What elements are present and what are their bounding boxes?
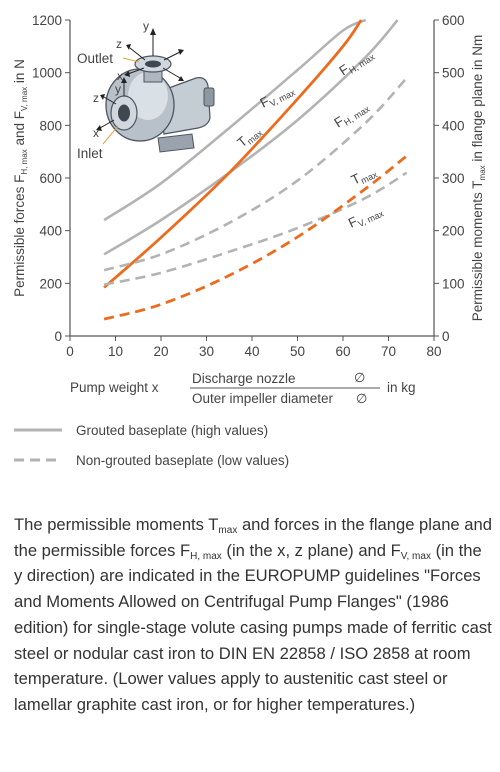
y-axis-left-title: Permissible forces FH, max and FV, max i… (12, 59, 29, 297)
outlet-z-label: z (116, 37, 122, 51)
outlet-x-label: x (117, 69, 123, 83)
outlet-y-arrowhead (150, 28, 156, 35)
legend-non-grouted-label: Non-grouted baseplate (low values) (76, 453, 289, 468)
series-label-f-h-max-non-grouted: FH, max (331, 98, 372, 133)
inlet-z-label: z (93, 91, 99, 105)
y-right-tick-label: 100 (442, 276, 465, 291)
x-axis-title-denominator-symbol: ∅ (356, 391, 367, 406)
y-left-tick-label: 200 (39, 276, 62, 291)
y-axis-right-title: Permissible moments Tmax in flange plane… (470, 35, 487, 322)
legend-grouted-label: Grouted baseplate (high values) (76, 423, 268, 438)
caption-part-1: The permissible moments T (14, 515, 219, 534)
y-left-tick-label: 1200 (32, 13, 62, 28)
outlet-z-arrow-back (162, 67, 181, 79)
x-tick-label: 0 (66, 344, 74, 359)
y-right-tick-label: 200 (442, 224, 465, 239)
outlet-x-arrow (127, 67, 145, 75)
caption-part-4: (in the y direction) are indicated in th… (14, 540, 492, 714)
inlet-y-arrowhead (121, 77, 127, 83)
y-left-tick-label: 0 (54, 329, 62, 344)
y-right-tick-label: 300 (442, 171, 465, 186)
outlet-z-arrow (129, 47, 146, 61)
x-tick-label: 40 (244, 344, 259, 359)
x-tick-label: 10 (108, 344, 123, 359)
series-label-f-v-max-non-grouted: FV, max (346, 202, 386, 233)
legend: Grouted baseplate (high values) Non-grou… (14, 423, 289, 468)
inlet-y-label: y (115, 82, 121, 96)
caption: The permissible moments Tmax and forces … (14, 512, 492, 718)
series-line-f-h-max-grouted (103, 19, 399, 256)
inlet-callout-line (102, 125, 119, 145)
caption-part-3: (in the x, z plane) and F (221, 540, 401, 560)
y-left-tick-label: 600 (39, 171, 62, 186)
x-tick-label: 50 (290, 344, 305, 359)
y-right-tick-label: 600 (442, 13, 465, 28)
series-layer (103, 18, 408, 321)
chart: 0 10 20 30 40 50 60 70 8002004006008001000120001… (12, 13, 487, 468)
outlet-z-arrowhead (126, 44, 131, 50)
y-right-tick-label: 400 (442, 118, 465, 133)
y-left-tick-label: 400 (39, 224, 62, 239)
outlet-x-arrow-back (163, 51, 181, 61)
outlet-label: Outlet (77, 51, 113, 66)
outlet-x-arrowhead (124, 71, 130, 77)
pump-shaft-end (203, 87, 215, 107)
series-line-f-h-max-non-grouted (103, 77, 408, 272)
caption-sub-2: H, max (190, 550, 222, 562)
x-axis-title-numerator-symbol: ∅ (354, 370, 365, 385)
inlet-label: Inlet (77, 146, 103, 161)
caption-sub-1: max (218, 525, 238, 536)
x-tick-label: 60 (335, 344, 350, 359)
y-left-tick-label: 800 (39, 118, 62, 133)
x-tick-label: 80 (426, 344, 441, 359)
y-right-tick-label: 0 (442, 329, 450, 344)
outlet-callout-line (122, 57, 140, 63)
x-axis-title-unit: in kg (387, 380, 416, 395)
x-tick-label: 20 (153, 344, 168, 359)
outlet-y-label: y (143, 19, 149, 33)
inlet-x-arrowhead (96, 125, 102, 131)
x-axis-title: Pump weight x Discharge nozzle ∅ Outer i… (70, 370, 416, 406)
outlet-z-arrowhead-back (178, 76, 184, 81)
inlet-x-label: x (93, 126, 99, 140)
pump-inlet-bore (118, 104, 130, 122)
inlet-x-arrow (99, 119, 115, 129)
x-tick-label: 70 (381, 344, 396, 359)
pump-illustration: y z x y z x Outlet Inlet (77, 19, 215, 161)
series-label-t-max-non-grouted: Tmax (349, 163, 380, 190)
inlet-z-arrowhead (100, 94, 105, 100)
axis-ticks: 0 10 20 30 40 50 60 70 8002004006008001000120001… (32, 13, 465, 359)
caption-sub-3: V, max (400, 550, 431, 562)
pump-outlet-bore (145, 60, 161, 68)
x-axis-title-prefix: Pump weight x (70, 380, 159, 395)
y-right-tick-label: 500 (442, 66, 465, 81)
series-line-t-max-grouted (103, 19, 363, 289)
x-axis-title-denominator: Outer impeller diameter (192, 391, 334, 406)
series-line-t-max-non-grouted (103, 154, 408, 321)
x-tick-label: 30 (199, 344, 214, 359)
x-axis-title-numerator: Discharge nozzle (192, 371, 296, 386)
pump-volute-highlight (128, 72, 168, 120)
inlet-z-arrow (103, 96, 117, 105)
outlet-x-arrowhead-back (178, 49, 184, 55)
pump-base-foot (157, 133, 195, 153)
series-line-f-v-max-grouted (103, 18, 367, 222)
series-label-t-max-grouted: Tmax (234, 122, 265, 152)
series-line-f-v-max-non-grouted (103, 171, 408, 286)
y-left-tick-label: 1000 (32, 66, 62, 81)
caption-part-2: and forces in the flange plane and the p… (14, 515, 492, 560)
